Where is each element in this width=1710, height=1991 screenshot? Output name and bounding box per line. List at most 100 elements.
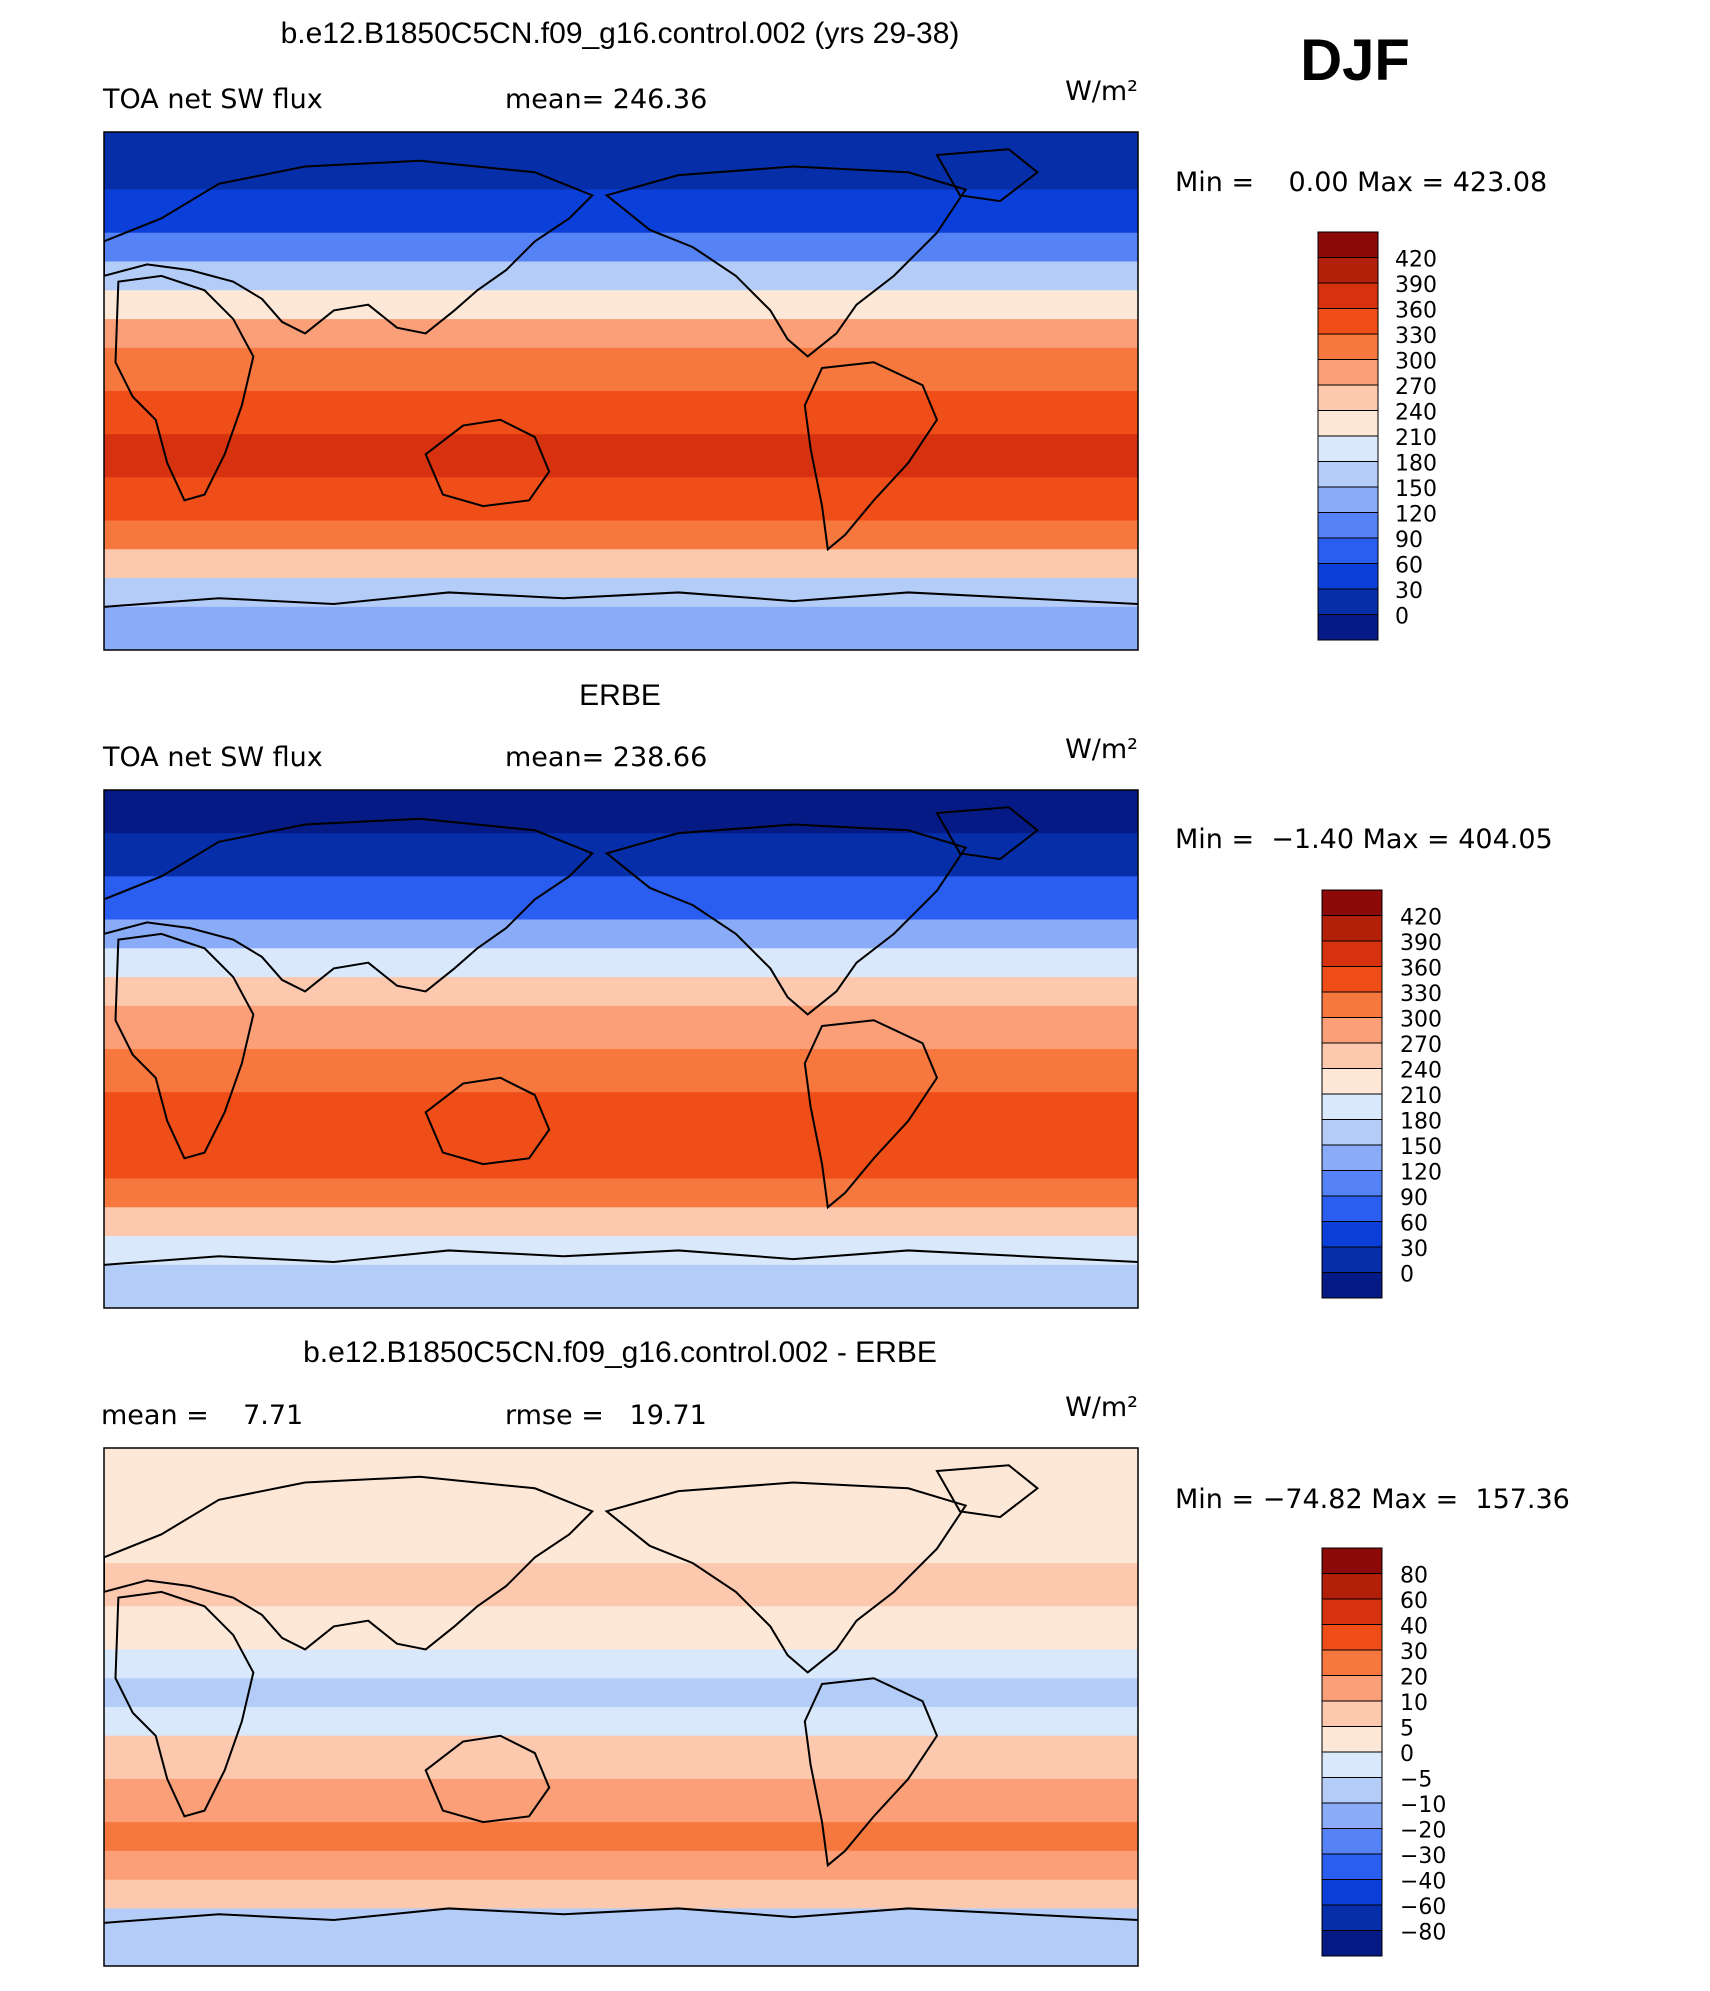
colorbar-swatch: [1321, 1598, 1383, 1625]
field-band: [104, 1850, 1138, 1881]
colorbar-swatch: [1321, 915, 1383, 942]
colorbar-swatch: [1321, 1853, 1383, 1880]
colorbar-tick-label: 30: [1400, 1237, 1428, 1262]
field-band: [104, 919, 1138, 950]
colorbar-swatch: [1321, 1879, 1383, 1906]
colorbar-swatch: [1321, 1246, 1383, 1273]
field-band: [104, 876, 1138, 921]
field-band: [104, 391, 1138, 436]
field-band: [104, 833, 1138, 878]
colorbar-swatch: [1321, 1751, 1383, 1778]
colorbar-tick-label: −5: [1400, 1768, 1432, 1793]
colorbar-swatch: [1321, 1042, 1383, 1069]
colorbar-swatch: [1321, 1170, 1383, 1197]
panel2-units-label: W/m²: [1065, 734, 1138, 765]
colorbar-tick-label: 120: [1395, 503, 1437, 528]
colorbar-tick-label: −30: [1400, 1844, 1446, 1869]
colorbar-swatch: [1321, 991, 1383, 1018]
colorbar-tick-label: −40: [1400, 1870, 1446, 1895]
field-band: [104, 520, 1138, 551]
field-band: [104, 1049, 1138, 1094]
colorbar-tick-label: 420: [1400, 906, 1442, 931]
colorbar-tick-label: 40: [1400, 1615, 1428, 1640]
field-band: [104, 477, 1138, 522]
colorbar-swatch: [1317, 333, 1379, 360]
field-band: [104, 1563, 1138, 1608]
colorbar-tick-label: 270: [1400, 1033, 1442, 1058]
colorbar-tick-label: 30: [1395, 579, 1423, 604]
colorbar-tick-label: 60: [1395, 554, 1423, 579]
colorbar-tick-label: 120: [1400, 1161, 1442, 1186]
colorbar-tick-label: 180: [1395, 452, 1437, 477]
colorbar-tick-label: 30: [1400, 1640, 1428, 1665]
panel2-variable-label: TOA net SW flux: [102, 742, 323, 773]
colorbar-tick-label: 5: [1400, 1717, 1414, 1742]
colorbar-swatch: [1321, 966, 1383, 993]
field-band: [104, 1207, 1138, 1238]
field-band: [104, 1505, 1138, 1565]
colorbar-tick-label: 210: [1400, 1084, 1442, 1109]
colorbar-swatch: [1321, 1700, 1383, 1727]
colorbar-tick-label: 210: [1395, 426, 1437, 451]
field-band: [104, 1778, 1138, 1824]
field-band: [104, 948, 1138, 979]
field-band: [104, 1005, 1138, 1050]
colorbar-swatch: [1317, 282, 1379, 309]
colorbar-tick-label: 150: [1400, 1135, 1442, 1160]
colorbar-tick-label: 80: [1400, 1564, 1428, 1589]
colorbar-swatch: [1317, 410, 1379, 437]
panel2-title: ERBE: [579, 679, 661, 712]
season-label: DJF: [1300, 28, 1410, 93]
panel1-minmax-label: Min = 0.00 Max = 423.08: [1175, 167, 1547, 198]
field-band: [104, 1236, 1138, 1266]
colorbar-swatch: [1317, 614, 1379, 641]
colorbar-swatch: [1317, 537, 1379, 564]
panel2-map: [103, 789, 1139, 1309]
colorbar-swatch: [1321, 1828, 1383, 1855]
colorbar-tick-label: 390: [1400, 931, 1442, 956]
field-band: [104, 1178, 1138, 1209]
colorbar-swatch: [1321, 1119, 1383, 1146]
colorbar-tick-label: −10: [1400, 1793, 1446, 1818]
colorbar-tick-label: 360: [1400, 957, 1442, 982]
colorbar-swatch: [1321, 1068, 1383, 1095]
field-band: [104, 132, 1138, 191]
field-band: [104, 1264, 1138, 1308]
panel3-title: b.e12.B1850C5CN.f09_g16.control.002 - ER…: [303, 1336, 937, 1369]
colorbar-swatch: [1317, 486, 1379, 513]
field-band: [104, 1649, 1138, 1680]
colorbar-swatch: [1321, 1777, 1383, 1804]
colorbar-tick-label: 390: [1395, 273, 1437, 298]
field-band: [104, 434, 1138, 479]
colorbar-swatch: [1321, 1624, 1383, 1651]
field-band: [104, 1735, 1138, 1780]
field-band: [104, 1908, 1138, 1966]
colorbar-swatch: [1321, 940, 1383, 967]
field-band: [104, 1092, 1138, 1137]
field-band: [104, 1707, 1138, 1737]
colorbar-tick-label: 300: [1400, 1008, 1442, 1033]
colorbar-tick-label: 330: [1395, 324, 1437, 349]
colorbar-swatch: [1321, 1675, 1383, 1702]
panel3-rmse-label: rmse = 19.71: [505, 1400, 707, 1431]
colorbar-tick-label: −80: [1400, 1921, 1446, 1946]
field-band: [104, 549, 1138, 580]
colorbar-swatch: [1317, 384, 1379, 411]
field-band: [104, 606, 1138, 650]
panel1-map: [103, 131, 1139, 651]
field-band: [104, 189, 1138, 234]
panel3-mean-label: mean = 7.71: [101, 1400, 303, 1431]
colorbar-tick-label: 10: [1400, 1691, 1428, 1716]
field-band: [104, 1448, 1138, 1507]
colorbar-tick-label: 0: [1395, 605, 1409, 630]
colorbar-tick-label: 180: [1400, 1110, 1442, 1135]
field-band: [104, 1822, 1138, 1852]
field-band: [104, 261, 1138, 292]
colorbar-swatch: [1317, 308, 1379, 335]
colorbar-tick-label: 270: [1395, 375, 1437, 400]
colorbar-swatch: [1321, 1144, 1383, 1171]
colorbar-swatch: [1317, 359, 1379, 386]
panel2-minmax-label: Min = −1.40 Max = 404.05: [1175, 824, 1553, 855]
field-band: [104, 1606, 1138, 1651]
